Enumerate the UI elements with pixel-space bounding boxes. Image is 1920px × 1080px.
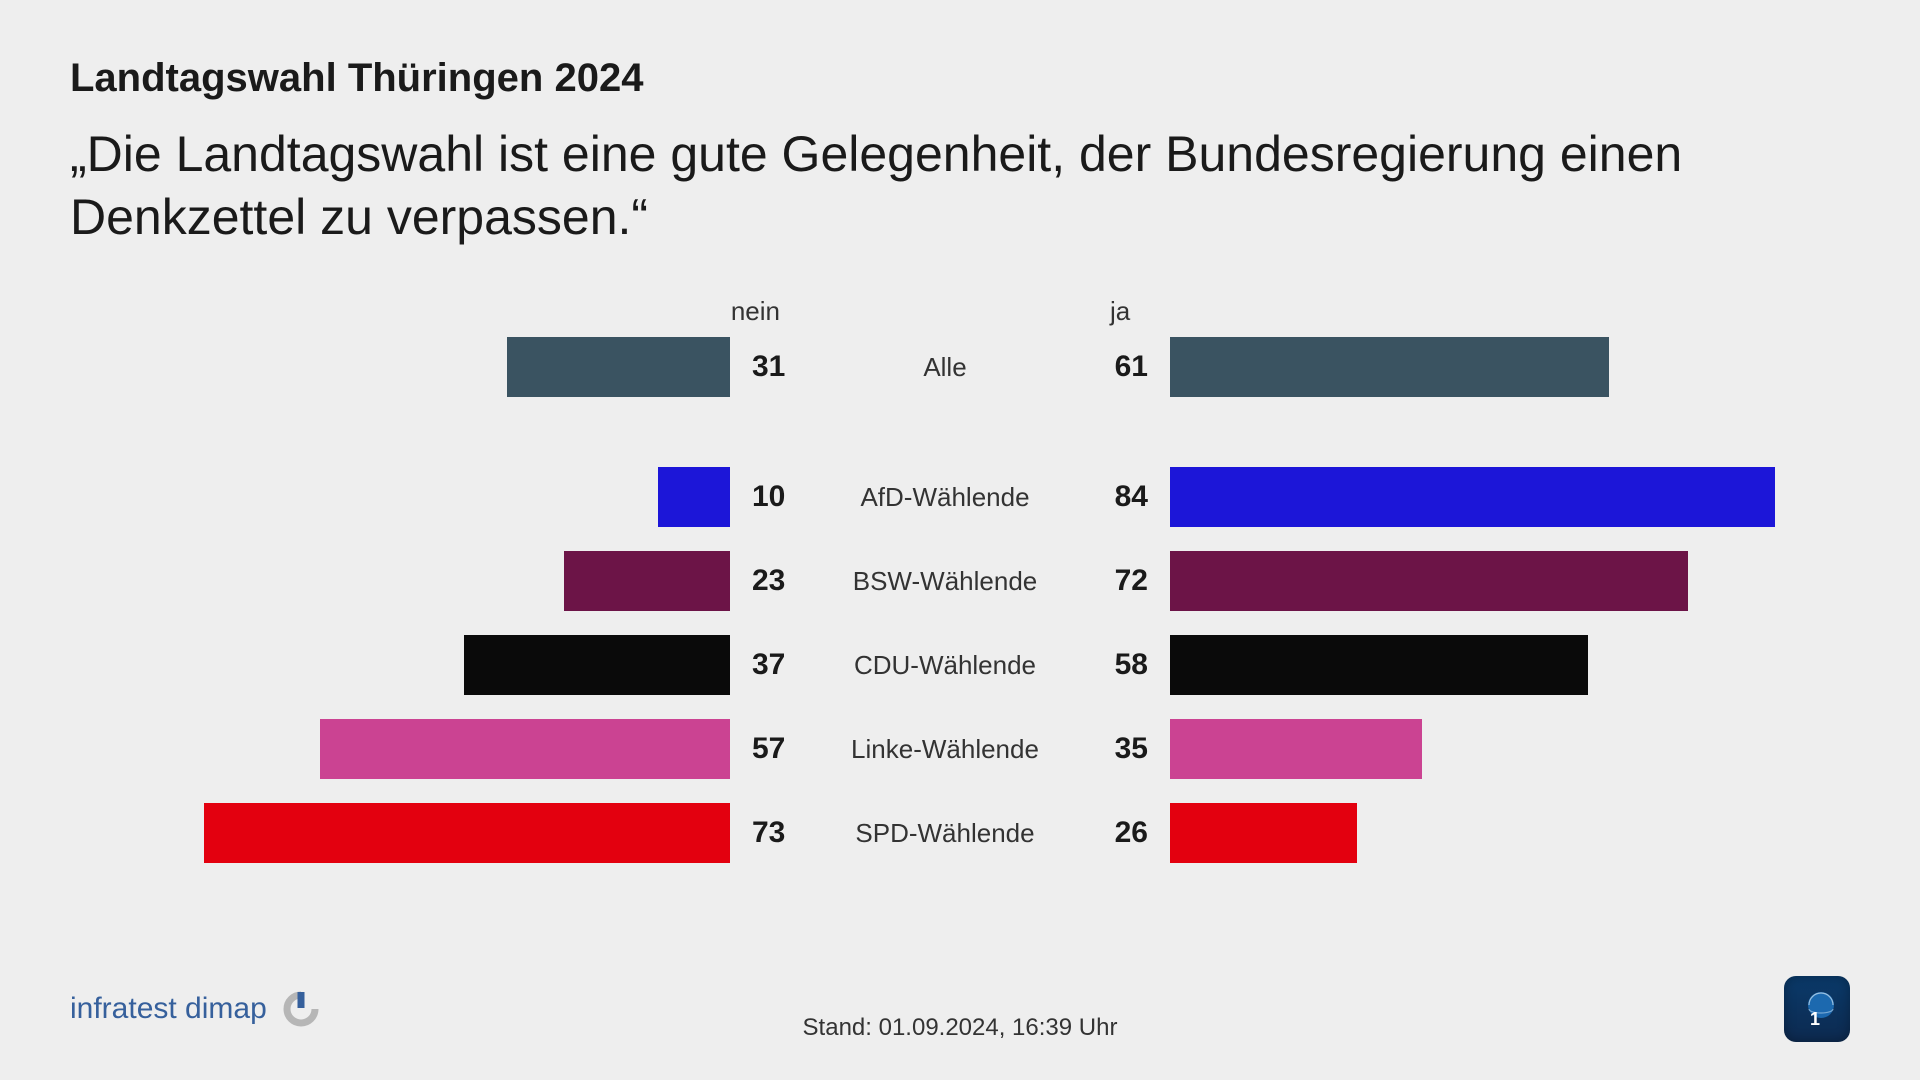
stand-prefix: Stand: bbox=[803, 1014, 879, 1041]
row-label: Linke-Wählende bbox=[810, 734, 1080, 765]
chart-row: 31Alle61 bbox=[70, 337, 1850, 397]
chart-row: 10AfD-Wählende84 bbox=[70, 467, 1850, 527]
column-headers: nein ja bbox=[70, 296, 1850, 327]
value-right: 26 bbox=[1080, 816, 1170, 850]
value-right: 61 bbox=[1080, 350, 1170, 384]
value-left: 31 bbox=[730, 350, 810, 384]
bar-right bbox=[1170, 803, 1357, 863]
value-right: 72 bbox=[1080, 564, 1170, 598]
source-text: infratest dimap bbox=[70, 992, 267, 1026]
broadcaster-logo: 1 bbox=[1784, 976, 1850, 1042]
value-left: 57 bbox=[730, 732, 810, 766]
chart-row: 23BSW-Wählende72 bbox=[70, 551, 1850, 611]
chart-supertitle: Landtagswahl Thüringen 2024 bbox=[70, 56, 1850, 101]
timestamp: Stand: 01.09.2024, 16:39 Uhr bbox=[803, 1014, 1118, 1042]
diverging-bar-chart: nein ja 31Alle61 10AfD-Wählende84 23BSW-Wä… bbox=[70, 296, 1850, 863]
bar-right bbox=[1170, 551, 1688, 611]
bar-right bbox=[1170, 337, 1609, 397]
value-left: 73 bbox=[730, 816, 810, 850]
value-right: 35 bbox=[1080, 732, 1170, 766]
value-right: 58 bbox=[1080, 648, 1170, 682]
chart-title: „Die Landtagswahl ist eine gute Gelegenh… bbox=[70, 123, 1850, 248]
header-right: ja bbox=[1080, 296, 1170, 327]
svg-text:1: 1 bbox=[1810, 1009, 1820, 1029]
chart-row: 37CDU-Wählende58 bbox=[70, 635, 1850, 695]
bar-left bbox=[464, 635, 730, 695]
row-label: CDU-Wählende bbox=[810, 650, 1080, 681]
bar-right bbox=[1170, 635, 1588, 695]
stand-value: 01.09.2024, 16:39 Uhr bbox=[879, 1014, 1118, 1041]
bar-right bbox=[1170, 719, 1422, 779]
value-left: 23 bbox=[730, 564, 810, 598]
bar-left bbox=[658, 467, 730, 527]
bar-left bbox=[507, 337, 730, 397]
source-brand: infratest dimap bbox=[70, 989, 321, 1029]
chart-footer: infratest dimap Stand: 01.09.2024, 16:39… bbox=[70, 976, 1850, 1042]
row-label: AfD-Wählende bbox=[810, 482, 1080, 513]
value-left: 10 bbox=[730, 480, 810, 514]
row-label: SPD-Wählende bbox=[810, 818, 1080, 849]
header-left: nein bbox=[70, 296, 810, 327]
chart-row: 73SPD-Wählende26 bbox=[70, 803, 1850, 863]
bar-left bbox=[204, 803, 730, 863]
value-left: 37 bbox=[730, 648, 810, 682]
bar-right bbox=[1170, 467, 1775, 527]
row-label: BSW-Wählende bbox=[810, 566, 1080, 597]
row-label: Alle bbox=[810, 352, 1080, 383]
chart-row: 57Linke-Wählende35 bbox=[70, 719, 1850, 779]
infratest-dimap-icon bbox=[281, 989, 321, 1029]
bar-left bbox=[320, 719, 730, 779]
value-right: 84 bbox=[1080, 480, 1170, 514]
bar-left bbox=[564, 551, 730, 611]
ard-globe-icon: 1 bbox=[1795, 987, 1839, 1031]
